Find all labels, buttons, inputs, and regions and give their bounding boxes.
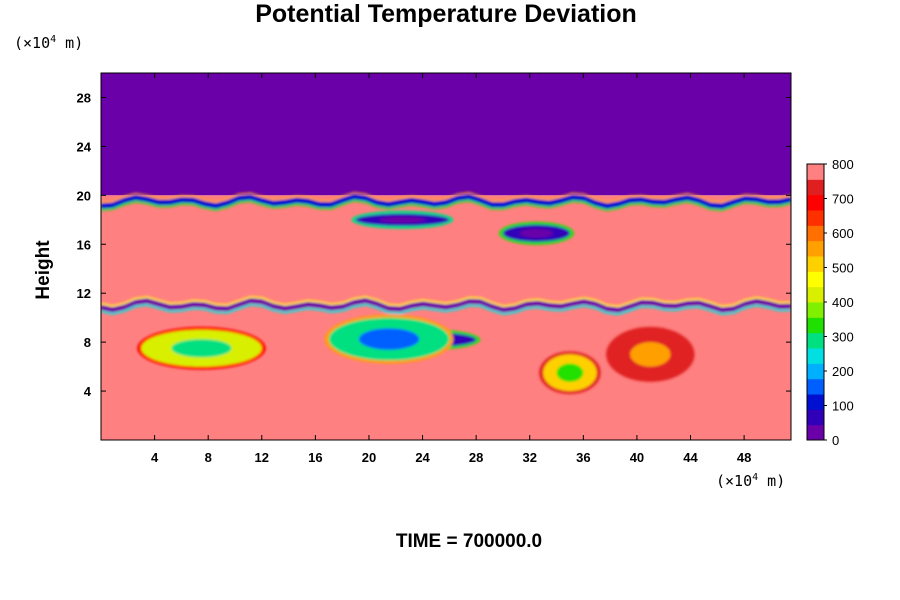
colorbar-segment <box>807 409 824 426</box>
x-tick-label: 16 <box>308 450 322 465</box>
x-tick-label: 4 <box>151 450 159 465</box>
colorbar-segment <box>807 348 824 364</box>
x-tick-label: 32 <box>523 450 537 465</box>
feature-band <box>101 194 791 209</box>
y-tick-label: 20 <box>77 188 91 203</box>
field-region-mid-layer <box>101 195 791 306</box>
x-tick-label: 20 <box>362 450 376 465</box>
colorbar-tick-label: 800 <box>832 157 854 172</box>
colorbar-segment <box>807 179 824 196</box>
y-axis-unit: (×104 m) <box>14 34 84 52</box>
x-tick-label: 24 <box>415 450 430 465</box>
feature-blob-core <box>630 342 671 367</box>
colorbar-tick-label: 300 <box>832 330 854 345</box>
feature-blob-core <box>556 363 584 382</box>
colorbar-segment <box>807 194 824 211</box>
y-tick-label: 16 <box>77 237 91 252</box>
plot-frame <box>100 72 792 441</box>
feature-blob-core <box>519 228 554 238</box>
x-axis-unit: (×104 m) <box>716 472 786 490</box>
plot-area <box>101 73 791 440</box>
colorbar-tick-label: 0 <box>832 433 839 448</box>
colorbar-tick-label: 200 <box>832 364 854 379</box>
colorbar-segment <box>807 424 824 441</box>
colorbar-segment <box>807 332 824 349</box>
feature-band-edge <box>101 303 791 316</box>
colorbar-segment <box>807 394 824 410</box>
colorbar-segment <box>807 317 824 334</box>
y-tick-label: 8 <box>84 335 91 350</box>
colorbar-tick-label: 700 <box>832 192 854 207</box>
colorbar-segment <box>807 302 824 318</box>
colorbar-tick-label: 500 <box>832 261 854 276</box>
feature-blob-core <box>171 339 232 358</box>
feature-band <box>101 298 791 313</box>
x-axis: 4 8 12 16 20 24 28 32 36 40 44 48 <box>151 73 751 465</box>
colorbar-segment <box>807 210 824 226</box>
y-tick-label: 4 <box>84 384 92 399</box>
feature-band-edge <box>101 191 791 203</box>
chart-title: Potential Temperature Deviation <box>255 0 637 28</box>
colorbar-segment <box>807 378 824 395</box>
x-tick-label: 48 <box>737 450 751 465</box>
colorbar-tick-label: 400 <box>832 295 854 310</box>
time-label: TIME = 700000.0 <box>395 531 543 552</box>
x-tick-label: 12 <box>255 450 269 465</box>
colorbar-segment <box>807 363 824 380</box>
feature-blob-core <box>379 216 426 223</box>
feature-blob-core <box>358 328 420 350</box>
colorbar: 0 100 200 300 400 500 600 700 800 <box>806 157 854 448</box>
x-tick-label: 28 <box>469 450 483 465</box>
feature-band-edge <box>101 295 791 307</box>
colorbar-segment <box>807 271 824 288</box>
colorbar-tick-label: 100 <box>832 399 854 414</box>
colorbar-segment <box>807 225 824 242</box>
colorbar-segment <box>807 240 824 257</box>
y-axis: 4 8 12 16 20 24 28 <box>77 90 791 399</box>
x-tick-label: 44 <box>683 450 698 465</box>
field-region-upper-layer <box>101 73 791 196</box>
x-tick-label: 40 <box>630 450 644 465</box>
colorbar-tick-label: 600 <box>832 226 854 241</box>
x-tick-label: 8 <box>205 450 212 465</box>
colorbar-segment <box>807 256 824 272</box>
x-tick-label: 36 <box>576 450 590 465</box>
y-tick-label: 28 <box>77 90 91 105</box>
colorbar-segment <box>807 286 824 303</box>
colorbar-segment <box>807 164 824 180</box>
field-region-lower-layer <box>101 305 791 440</box>
field-features <box>101 191 791 395</box>
y-tick-label: 24 <box>77 139 92 154</box>
feature-band-edge <box>101 199 791 212</box>
y-tick-label: 12 <box>77 286 91 301</box>
